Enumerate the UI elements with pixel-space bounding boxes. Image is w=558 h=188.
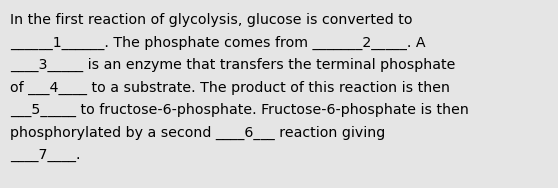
Text: ____3_____ is an enzyme that transfers the terminal phosphate: ____3_____ is an enzyme that transfers t…	[10, 58, 455, 72]
Text: ____7____.: ____7____.	[10, 148, 80, 162]
Text: ___5_____ to fructose-6-phosphate. Fructose-6-phosphate is then: ___5_____ to fructose-6-phosphate. Fruct…	[10, 103, 469, 117]
Text: In the first reaction of glycolysis, glucose is converted to: In the first reaction of glycolysis, glu…	[10, 13, 412, 27]
Text: ______1______. The phosphate comes from _______2_____. A: ______1______. The phosphate comes from …	[10, 36, 426, 50]
Text: of ___4____ to a substrate. The product of this reaction is then: of ___4____ to a substrate. The product …	[10, 80, 450, 95]
Text: phosphorylated by a second ____6___ reaction giving: phosphorylated by a second ____6___ reac…	[10, 126, 385, 140]
